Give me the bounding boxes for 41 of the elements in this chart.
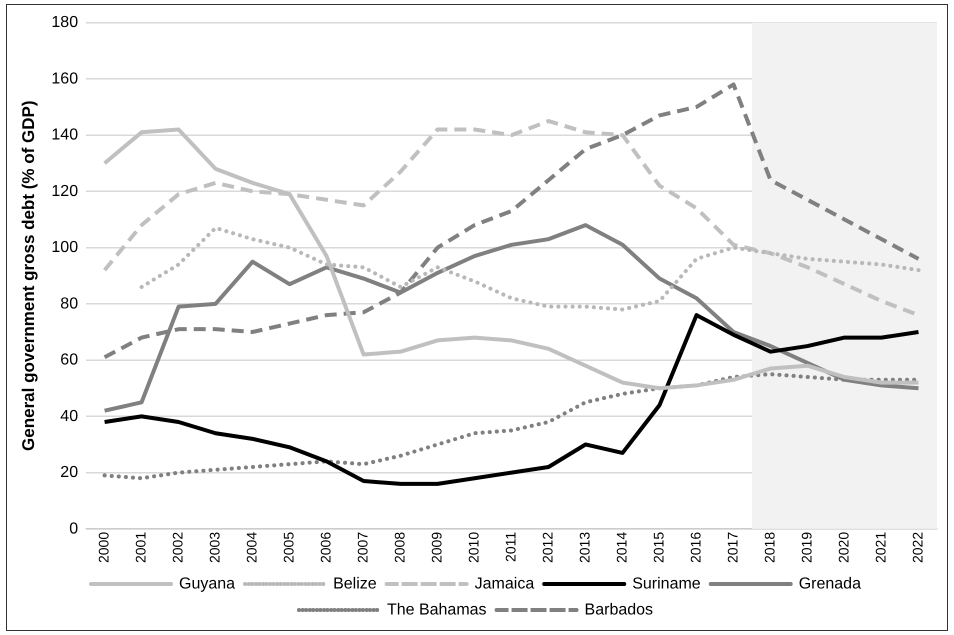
x-tick-label: 2003 [206,532,222,564]
x-tick-label: 2010 [465,532,482,564]
y-tick-label: 60 [60,352,78,369]
x-tick-label: 2004 [243,532,260,564]
x-tick-label: 2017 [724,532,740,564]
y-tick-label: 20 [60,464,78,482]
y-tick-label: 80 [60,295,78,312]
x-tick-label: 2012 [539,532,556,564]
x-tick-label: 2021 [872,532,888,564]
x-tick-label: 2013 [576,532,592,564]
x-tick-label: 2001 [132,532,148,564]
legend-label: Grenada [798,575,862,592]
y-tick-label: 160 [51,70,78,88]
legend-label: Guyana [179,575,236,592]
legend-label: Belize [333,575,377,592]
legend-label: Jamaica [474,575,534,592]
y-tick-label: 180 [51,14,78,32]
x-tick-label: 2015 [650,532,666,564]
legend-label: Suriname [632,575,701,592]
x-tick-label: 2014 [613,532,630,564]
legend-label: The Bahamas [386,601,487,618]
x-tick-label: 2008 [391,532,408,564]
y-tick-label: 100 [51,239,78,256]
x-tick-label: 2018 [761,532,778,564]
x-tick-label: 2006 [317,532,334,564]
x-tick-label: 2007 [354,532,370,564]
y-tick-label: 120 [51,182,78,200]
y-tick-label: 140 [51,126,78,144]
x-tick-label: 2022 [909,532,926,564]
x-tick-label: 2016 [687,532,704,564]
x-tick-label: 2005 [280,532,296,564]
x-tick-label: 2019 [798,532,814,564]
x-tick-label: 2000 [95,532,112,564]
x-tick-label: 2020 [835,532,852,564]
x-tick-label: 2011 [502,532,518,562]
x-tick-label: 2002 [169,532,186,564]
x-tick-label: 2009 [428,532,444,564]
y-axis-title: General government gross debt (% of GDP) [18,100,38,451]
y-tick-label: 40 [60,408,78,425]
y-tick-label: 0 [69,520,78,538]
legend-label: Barbados [584,601,654,618]
